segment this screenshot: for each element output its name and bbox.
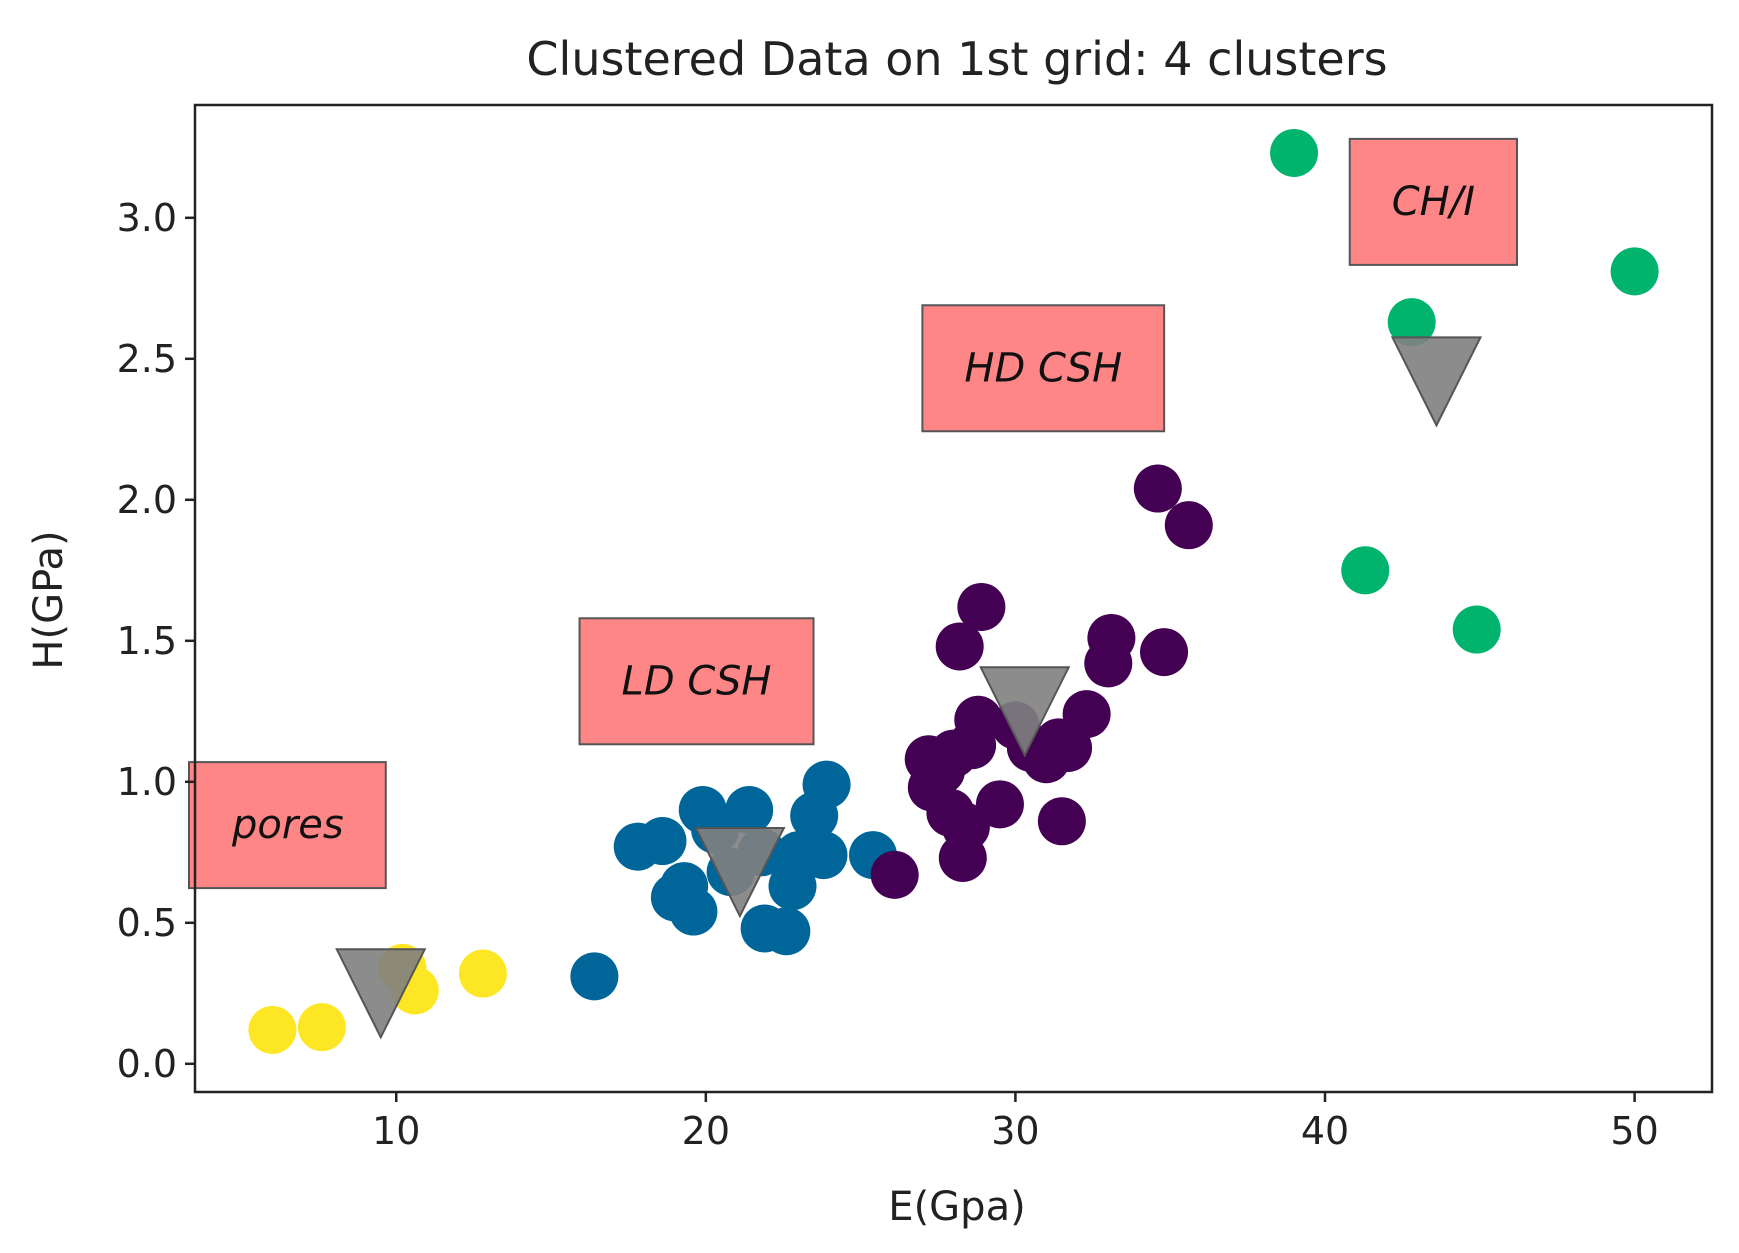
data-point-ch-i (1387, 298, 1436, 347)
x-tick-label: 50 (1610, 1109, 1658, 1153)
y-tick-label: 0.5 (117, 901, 177, 945)
data-point-hd-csh (870, 850, 919, 899)
data-point-ld-csh (669, 887, 718, 936)
data-point-hd-csh (1133, 464, 1182, 513)
plot-frame (193, 103, 1714, 1094)
data-point-ch-i (1610, 247, 1659, 296)
annotation-box-ch-i (1348, 137, 1519, 266)
annotation-box-hd-csh (921, 304, 1166, 433)
centroid-marker (979, 666, 1071, 758)
data-point-hd-csh (935, 622, 984, 671)
axes: 10 20 30 40 50 0.0 0.5 1.0 1.5 2.0 2.5 3.0 (117, 103, 1714, 1153)
annotation-text-ch-i: CH/I (1392, 179, 1475, 225)
x-tick-label: 30 (991, 1109, 1039, 1153)
data-point-ld-csh (802, 760, 851, 809)
y-axis-label: H(GPa) (26, 530, 72, 669)
annotation-text-hd-csh: HD CSH (964, 345, 1122, 391)
data-point-ld-csh (799, 831, 848, 880)
y-tick-label: 2.5 (117, 337, 177, 381)
data-point-hd-csh (1037, 797, 1086, 846)
data-point-hd-csh (1164, 501, 1213, 550)
data-point-ch-i (1341, 546, 1390, 595)
annotation-box-ld-csh (578, 617, 815, 746)
y-tick-label: 1.5 (117, 619, 177, 663)
centroid-marker (694, 827, 786, 919)
data-point-ld-csh (570, 952, 619, 1001)
x-tick-label: 40 (1301, 1109, 1349, 1153)
data-point-hd-csh (1140, 628, 1189, 677)
data-point-hd-csh (975, 780, 1024, 829)
annotation-text-ld-csh: LD CSH (622, 658, 772, 704)
data-point-pores (248, 1005, 297, 1054)
plot-area (248, 128, 1659, 1054)
y-tick-label: 1.0 (117, 760, 177, 804)
x-tick-label: 10 (372, 1109, 420, 1153)
centroid-marker (335, 948, 427, 1040)
data-point-ld-csh (725, 786, 774, 834)
centroid-marker (1390, 336, 1483, 428)
annotation-box-pores (187, 761, 387, 890)
data-point-pores (297, 1003, 346, 1052)
data-point-hd-csh (941, 802, 990, 851)
data-point-hd-csh (1087, 613, 1136, 662)
x-tick-label: 20 (682, 1109, 730, 1153)
data-point-pores (458, 949, 507, 998)
annotation-text-pores: pores (231, 802, 344, 848)
data-point-ch-i (1270, 128, 1319, 177)
annotation-layer: pores LD CSH HD CSH CH/I (187, 137, 1519, 890)
y-tick-label: 0.0 (117, 1042, 177, 1086)
data-point-hd-csh (957, 582, 1006, 631)
y-tick-label: 3.0 (117, 196, 177, 240)
data-point-ch-i (1452, 605, 1501, 654)
chart-title: Clustered Data on 1st grid: 4 clusters (526, 32, 1387, 86)
data-point-hd-csh (954, 695, 1003, 744)
data-point-hd-csh (1062, 690, 1111, 739)
data-point-ld-csh (762, 907, 811, 956)
data-point-ld-csh (638, 817, 687, 866)
y-tick-label: 2.0 (117, 478, 177, 522)
x-axis-label: E(Gpa) (888, 1184, 1025, 1230)
